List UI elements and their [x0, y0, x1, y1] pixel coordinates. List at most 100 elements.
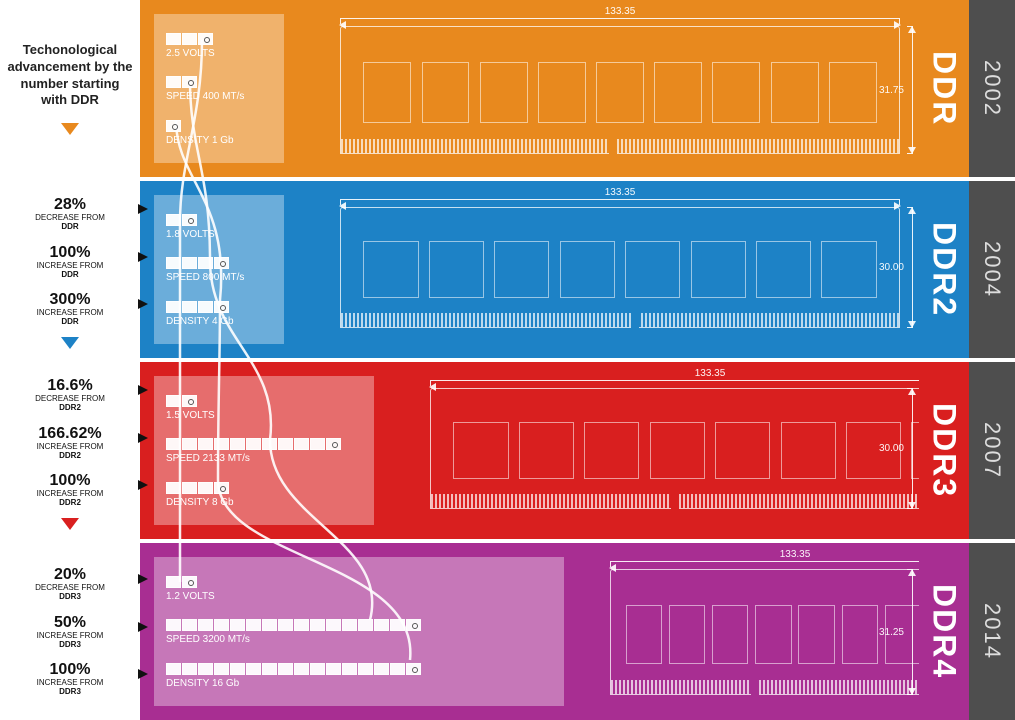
unit-row-density — [166, 301, 272, 313]
ram-chips — [363, 241, 876, 298]
ram-chip-icon — [625, 241, 680, 298]
ram-module-ddr — [340, 26, 900, 154]
unit-icon — [214, 438, 229, 450]
ram-chip-icon — [596, 62, 644, 123]
unit-icon — [278, 438, 293, 450]
unit-icon — [246, 619, 261, 631]
ram-chip-icon — [821, 241, 876, 298]
ram-chip-icon — [842, 605, 878, 665]
ram-chip-icon — [771, 62, 819, 123]
stat-pct: 100% — [6, 661, 134, 679]
unit-row-density — [166, 120, 272, 132]
unit-icon — [358, 619, 373, 631]
unit-icon — [166, 76, 181, 88]
main-ddr: 2.5 VOLTSSPEED 400 MT/sDENSITY 1 Gb133.3… — [140, 0, 919, 177]
unit-icon — [198, 33, 213, 45]
unit-row-volts — [166, 395, 362, 407]
stat-arrow-icon — [138, 480, 148, 490]
stat-ref: DDR — [6, 223, 134, 232]
spec-volts: 2.5 VOLTS — [166, 33, 272, 59]
stat-ddr3-2: 100%INCREASE FROMDDR2 — [6, 472, 134, 508]
dim-height-value: 30.00 — [879, 262, 904, 273]
unit-row-speed — [166, 619, 552, 631]
stat-arrow-icon — [138, 299, 148, 309]
ram-chip-icon — [494, 241, 549, 298]
ram-notch-icon — [671, 493, 679, 509]
left-col-ddr4: 20%DECREASE FROMDDR350%INCREASE FROMDDR3… — [0, 543, 140, 720]
spec-density: DENSITY 4 Gb — [166, 301, 272, 327]
spec-label-speed: SPEED 3200 MT/s — [166, 634, 552, 645]
unit-icon — [198, 619, 213, 631]
unit-icon — [374, 619, 389, 631]
dim-width: 133.35 — [340, 187, 900, 205]
ram-chip-icon — [363, 241, 418, 298]
gen-year: 2007 — [979, 422, 1005, 479]
unit-icon — [182, 438, 197, 450]
unit-icon — [182, 33, 197, 45]
ram-chip-icon — [691, 241, 746, 298]
gen-year: 2014 — [979, 603, 1005, 660]
unit-icon — [166, 619, 181, 631]
unit-icon — [198, 301, 213, 313]
ram-chip-icon — [755, 605, 791, 665]
stat-ref: DDR3 — [6, 593, 134, 602]
stat-arrow-icon — [138, 204, 148, 214]
unit-icon — [182, 257, 197, 269]
unit-icon — [310, 663, 325, 675]
stat-ref: DDR — [6, 271, 134, 280]
ram-module-ddr3 — [430, 388, 919, 509]
unit-icon — [182, 214, 197, 226]
spec-label-density: DENSITY 16 Gb — [166, 678, 552, 689]
unit-icon — [198, 663, 213, 675]
unit-icon — [166, 33, 181, 45]
unit-row-volts — [166, 214, 272, 226]
unit-icon — [262, 663, 277, 675]
gen-name: DDR3 — [926, 403, 963, 498]
name-col-ddr2: DDR2 — [919, 181, 969, 358]
unit-icon — [406, 663, 421, 675]
dim-height-value: 31.25 — [879, 627, 904, 638]
stat-ref: DDR3 — [6, 688, 134, 697]
unit-icon — [166, 214, 181, 226]
ram-module-ddr2 — [340, 207, 900, 328]
ram-pins — [611, 680, 919, 694]
stat-ddr3-0: 16.6%DECREASE FROMDDR2 — [6, 377, 134, 413]
ram-chips — [626, 605, 919, 665]
unit-row-speed — [166, 438, 362, 450]
unit-icon — [406, 619, 421, 631]
intro-text: Techonological advancement by the number… — [6, 42, 134, 110]
dim-height-value: 31.75 — [879, 85, 904, 96]
unit-row-volts — [166, 576, 552, 588]
unit-icon — [166, 395, 181, 407]
stat-ddr4-2: 100%INCREASE FROMDDR3 — [6, 661, 134, 697]
main-ddr4: 1.2 VOLTSSPEED 3200 MT/sDENSITY 16 Gb133… — [140, 543, 919, 720]
unit-icon — [214, 301, 229, 313]
unit-icon — [166, 482, 181, 494]
arrow-down-icon — [61, 518, 79, 530]
unit-icon — [182, 301, 197, 313]
left-col-ddr: Techonological advancement by the number… — [0, 0, 140, 177]
unit-icon — [166, 576, 181, 588]
unit-icon — [214, 619, 229, 631]
dim-width-value: 133.35 — [605, 6, 636, 17]
dim-width-value: 133.35 — [605, 187, 636, 198]
ram-chip-icon — [712, 605, 748, 665]
stat-pct: 16.6% — [6, 377, 134, 395]
stat-arrow-icon — [138, 385, 148, 395]
dim-width-value: 133.35 — [695, 368, 726, 379]
unit-icon — [182, 395, 197, 407]
stat-pct: 100% — [6, 472, 134, 490]
unit-icon — [230, 438, 245, 450]
spec-box-ddr4: 1.2 VOLTSSPEED 3200 MT/sDENSITY 16 Gb — [154, 557, 564, 706]
stat-ref: DDR — [6, 318, 134, 327]
unit-icon — [342, 619, 357, 631]
spec-speed: SPEED 2133 MT/s — [166, 438, 362, 464]
stat-ref: DDR3 — [6, 641, 134, 650]
year-col-ddr4: 2014 — [969, 543, 1015, 720]
ram-chip-icon — [453, 422, 508, 479]
stat-arrow-icon — [138, 252, 148, 262]
ram-chip-icon — [584, 422, 639, 479]
unit-row-density — [166, 482, 362, 494]
unit-icon — [294, 619, 309, 631]
unit-icon — [374, 663, 389, 675]
